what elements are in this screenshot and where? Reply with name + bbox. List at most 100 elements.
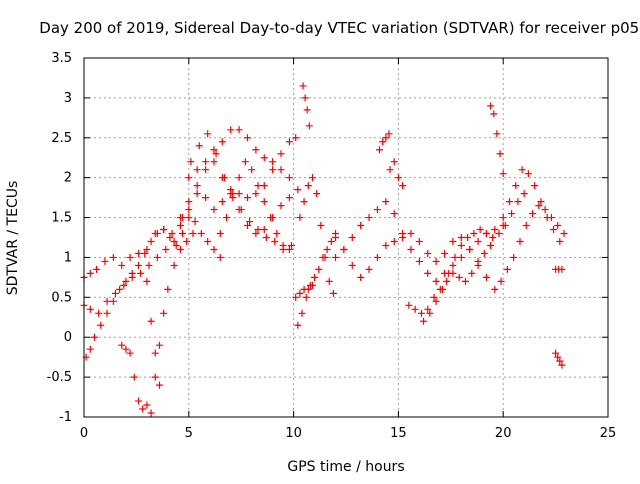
data-point (311, 273, 319, 281)
data-point (111, 289, 119, 297)
data-point (86, 345, 94, 353)
data-point (143, 245, 151, 253)
data-point (143, 401, 151, 409)
data-point (535, 202, 543, 210)
data-point (332, 253, 340, 261)
data-point (202, 166, 210, 174)
data-point (407, 245, 415, 253)
series-sat-arc-21 (499, 166, 564, 245)
data-point (185, 214, 193, 222)
data-point (260, 182, 268, 190)
data-point (438, 285, 446, 293)
data-point (461, 277, 469, 285)
data-point (179, 230, 187, 238)
data-point (223, 214, 231, 222)
data-point (235, 126, 243, 134)
data-point (558, 361, 566, 369)
data-point (443, 277, 451, 285)
data-point (518, 166, 526, 174)
data-point (325, 277, 333, 285)
data-point (303, 106, 311, 114)
data-point (382, 241, 390, 249)
data-point (550, 226, 558, 234)
data-point (411, 305, 419, 313)
data-point (516, 237, 524, 245)
data-point (556, 357, 564, 365)
data-point (537, 198, 545, 206)
data-point (90, 333, 98, 341)
data-point (172, 241, 180, 249)
data-point (193, 190, 201, 198)
data-point (556, 237, 564, 245)
data-point (252, 230, 260, 238)
data-point (197, 230, 205, 238)
data-point (386, 166, 394, 174)
data-point (134, 249, 142, 257)
data-point (151, 349, 159, 357)
data-point (122, 277, 130, 285)
data-point (305, 122, 313, 130)
data-point (508, 210, 516, 218)
y-tick-label: 3 (64, 91, 72, 106)
data-point (210, 245, 218, 253)
data-point (103, 309, 111, 317)
data-point (306, 281, 314, 289)
data-point (457, 241, 465, 249)
data-point (160, 309, 168, 317)
data-layer (80, 82, 568, 417)
data-point (424, 249, 432, 257)
data-point (501, 222, 509, 230)
data-point (512, 182, 520, 190)
data-point (252, 146, 260, 154)
data-point (499, 170, 507, 178)
data-point (248, 166, 256, 174)
y-tick-label: 1.5 (51, 211, 72, 226)
data-point (529, 210, 537, 218)
series-sat-arc-2 (80, 130, 296, 317)
data-point (254, 182, 262, 190)
data-point (390, 210, 398, 218)
data-point (191, 218, 199, 226)
data-point (260, 226, 268, 234)
series-sat-arc-4 (118, 230, 197, 417)
data-point (510, 253, 518, 261)
series-sat-arc-3 (82, 214, 224, 361)
data-point (137, 269, 145, 277)
data-point (187, 158, 195, 166)
data-point (522, 222, 530, 230)
data-point (162, 245, 170, 253)
data-point (449, 237, 457, 245)
data-point (252, 190, 260, 198)
data-point (317, 222, 325, 230)
data-point (118, 341, 126, 349)
data-point (176, 214, 184, 222)
y-tick-label: 2.5 (51, 131, 72, 146)
data-point (554, 222, 562, 230)
data-point (218, 174, 226, 182)
data-point (499, 214, 507, 222)
series-sat-arc-6 (185, 126, 293, 182)
data-point (304, 182, 312, 190)
data-point (243, 134, 251, 142)
data-point (260, 198, 268, 206)
data-point (269, 158, 277, 166)
data-point (357, 222, 365, 230)
data-point (541, 206, 549, 214)
data-point (313, 190, 321, 198)
data-point (109, 297, 117, 305)
data-point (189, 230, 197, 238)
x-tick-label: 20 (495, 426, 512, 441)
data-point (415, 257, 423, 265)
series-sat-arc-18 (420, 190, 528, 325)
data-point (288, 241, 296, 249)
data-point (164, 285, 172, 293)
data-point (493, 130, 501, 138)
series-sat-arc-20 (491, 202, 568, 293)
data-point (235, 190, 243, 198)
data-point (379, 138, 387, 146)
data-point (329, 289, 337, 297)
series-sat-arc-5 (143, 277, 163, 389)
data-point (491, 285, 499, 293)
